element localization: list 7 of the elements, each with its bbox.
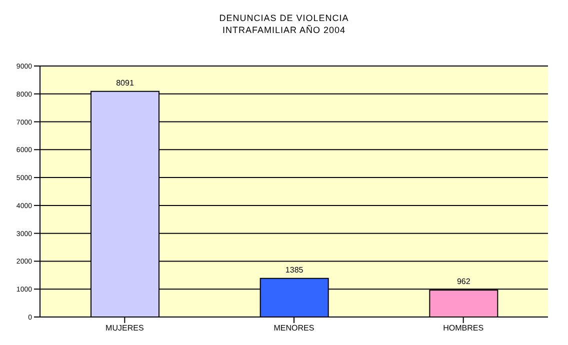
data-label: 1385 [285,265,304,274]
x-tick-label: HOMBRES [443,324,484,333]
data-label: 8091 [116,78,134,88]
x-tick-label: MENORES [274,324,314,333]
data-label: 962 [456,277,471,286]
x-tick-label: MUJERES [106,324,144,333]
chart-title: DENUNCIAS DE VIOLENCIA INTRAFAMILIAR AÑO 2004 [218,12,350,36]
